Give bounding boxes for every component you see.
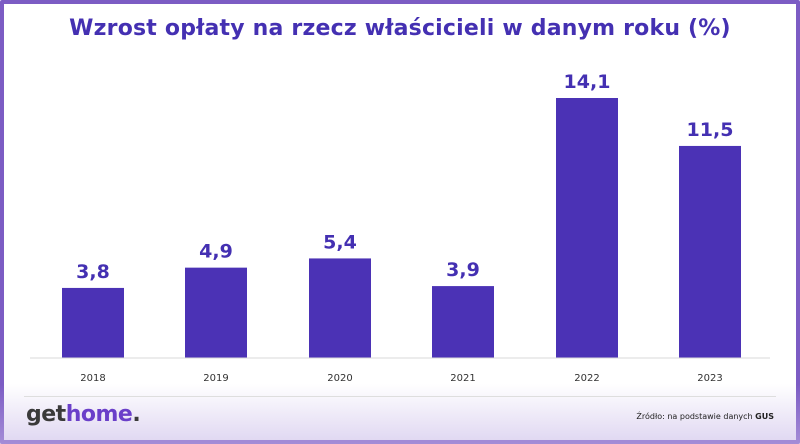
category-label-2019: 2019 [203,373,228,384]
value-label-2019: 4,9 [199,241,233,263]
category-label-2021: 2021 [450,373,475,384]
category-label-2022: 2022 [574,373,599,384]
logo-home: home [65,402,133,427]
category-label-2018: 2018 [80,373,105,384]
bar-2020 [309,258,371,358]
category-label-2020: 2020 [327,373,352,384]
bar-2023 [679,145,741,358]
logo-get: get [26,402,66,427]
source-prefix: Źródło: na podstawie danych [636,412,753,421]
value-label-2023: 11,5 [687,119,734,141]
source-note: Źródło: na podstawie danych GUS [636,412,774,421]
gethome-logo[interactable]: gethome. [26,402,141,427]
bar-2018 [62,287,124,358]
value-label-2021: 3,9 [446,259,480,281]
chart-title: Wzrost opłaty na rzecz właścicieli w dan… [69,16,731,41]
value-label-2018: 3,8 [76,261,110,283]
bar-2021 [432,286,494,358]
bar-2019 [185,267,247,358]
value-label-2022: 14,1 [564,71,611,93]
bar-2022 [556,98,618,358]
logo-dot: . [132,402,141,427]
footer-divider [24,396,776,397]
source-name: GUS [755,412,774,421]
category-label-2023: 2023 [697,373,722,384]
bars-layer [62,98,741,358]
value-label-2020: 5,4 [323,231,357,253]
labels-layer: 3,8 2018 4,9 2019 5,4 2020 3,9 2021 14,1 2022 11,5… [76,71,733,384]
